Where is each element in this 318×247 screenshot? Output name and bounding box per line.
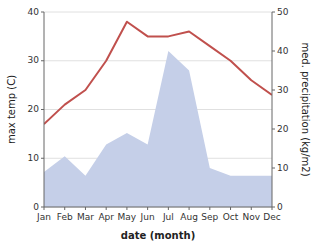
y2-tick-label: 20 xyxy=(277,124,289,134)
y2-tick-label: 40 xyxy=(277,46,289,56)
x-tick-label: Jun xyxy=(140,212,155,222)
y-tick xyxy=(41,109,44,110)
y-tick xyxy=(41,158,44,159)
y2-tick-label: 50 xyxy=(277,7,289,17)
x-tick-label: Aug xyxy=(180,212,198,222)
axes: 0 10 20 30 40 0 10 20 30 40 50 Jan Feb Mar Apr MayJun Ju… xyxy=(28,7,289,223)
y2-tick xyxy=(272,168,275,169)
x-tick-label: Mar xyxy=(77,212,94,222)
plot-area xyxy=(44,22,272,207)
y2-axis-label: med. precipitation (kg/m2) xyxy=(300,42,311,176)
x-tick xyxy=(209,207,210,210)
x-tick xyxy=(230,207,231,210)
x-tick xyxy=(85,207,86,210)
x-tick-label: Dec xyxy=(263,212,280,222)
x-tick xyxy=(147,207,148,210)
x-axis-line xyxy=(44,207,272,208)
y-tick xyxy=(41,60,44,61)
y2-tick xyxy=(272,90,275,91)
right-axis-line xyxy=(272,12,273,207)
x-tick xyxy=(168,207,169,210)
y2-tick xyxy=(272,51,275,52)
x-tick-label: Oct xyxy=(223,212,239,222)
y-tick-label: 10 xyxy=(28,153,40,163)
x-tick xyxy=(251,207,252,210)
x-tick xyxy=(64,207,65,210)
x-tick xyxy=(126,207,127,210)
x-tick-label: Apr xyxy=(98,212,114,222)
x-tick xyxy=(272,207,273,210)
chart: 0 10 20 30 40 0 10 20 30 40 50 Jan Feb Mar Apr MayJun Ju… xyxy=(0,0,318,247)
y2-tick-label: 10 xyxy=(277,163,289,173)
x-axis-label: date (month) xyxy=(121,230,195,241)
y-axis-label: max temp (C) xyxy=(6,75,17,144)
x-tick-label: Jan xyxy=(36,212,51,222)
x-tick-label: Sep xyxy=(201,212,218,222)
x-tick xyxy=(44,207,45,210)
y2-tick-label: 0 xyxy=(277,202,283,212)
x-tick-label: Feb xyxy=(57,212,73,222)
grid-line xyxy=(44,207,272,208)
y2-tick xyxy=(272,12,275,13)
y-tick-label: 30 xyxy=(28,55,40,65)
temperature-line xyxy=(44,22,272,124)
x-tick xyxy=(106,207,107,210)
grid-line xyxy=(44,60,272,61)
y2-tick-label: 30 xyxy=(277,85,289,95)
grid xyxy=(44,12,272,207)
x-tick-label: Nov xyxy=(242,212,260,222)
precipitation-area xyxy=(44,51,272,207)
y-tick-label: 0 xyxy=(33,202,39,212)
x-tick xyxy=(189,207,190,210)
x-tick-label: Jul xyxy=(162,212,174,222)
y-tick-label: 20 xyxy=(28,104,40,114)
y2-tick xyxy=(272,129,275,130)
x-tick-label: May xyxy=(118,212,137,222)
grid-line xyxy=(44,12,272,13)
y-tick xyxy=(41,12,44,13)
y-tick-label: 40 xyxy=(28,7,40,17)
